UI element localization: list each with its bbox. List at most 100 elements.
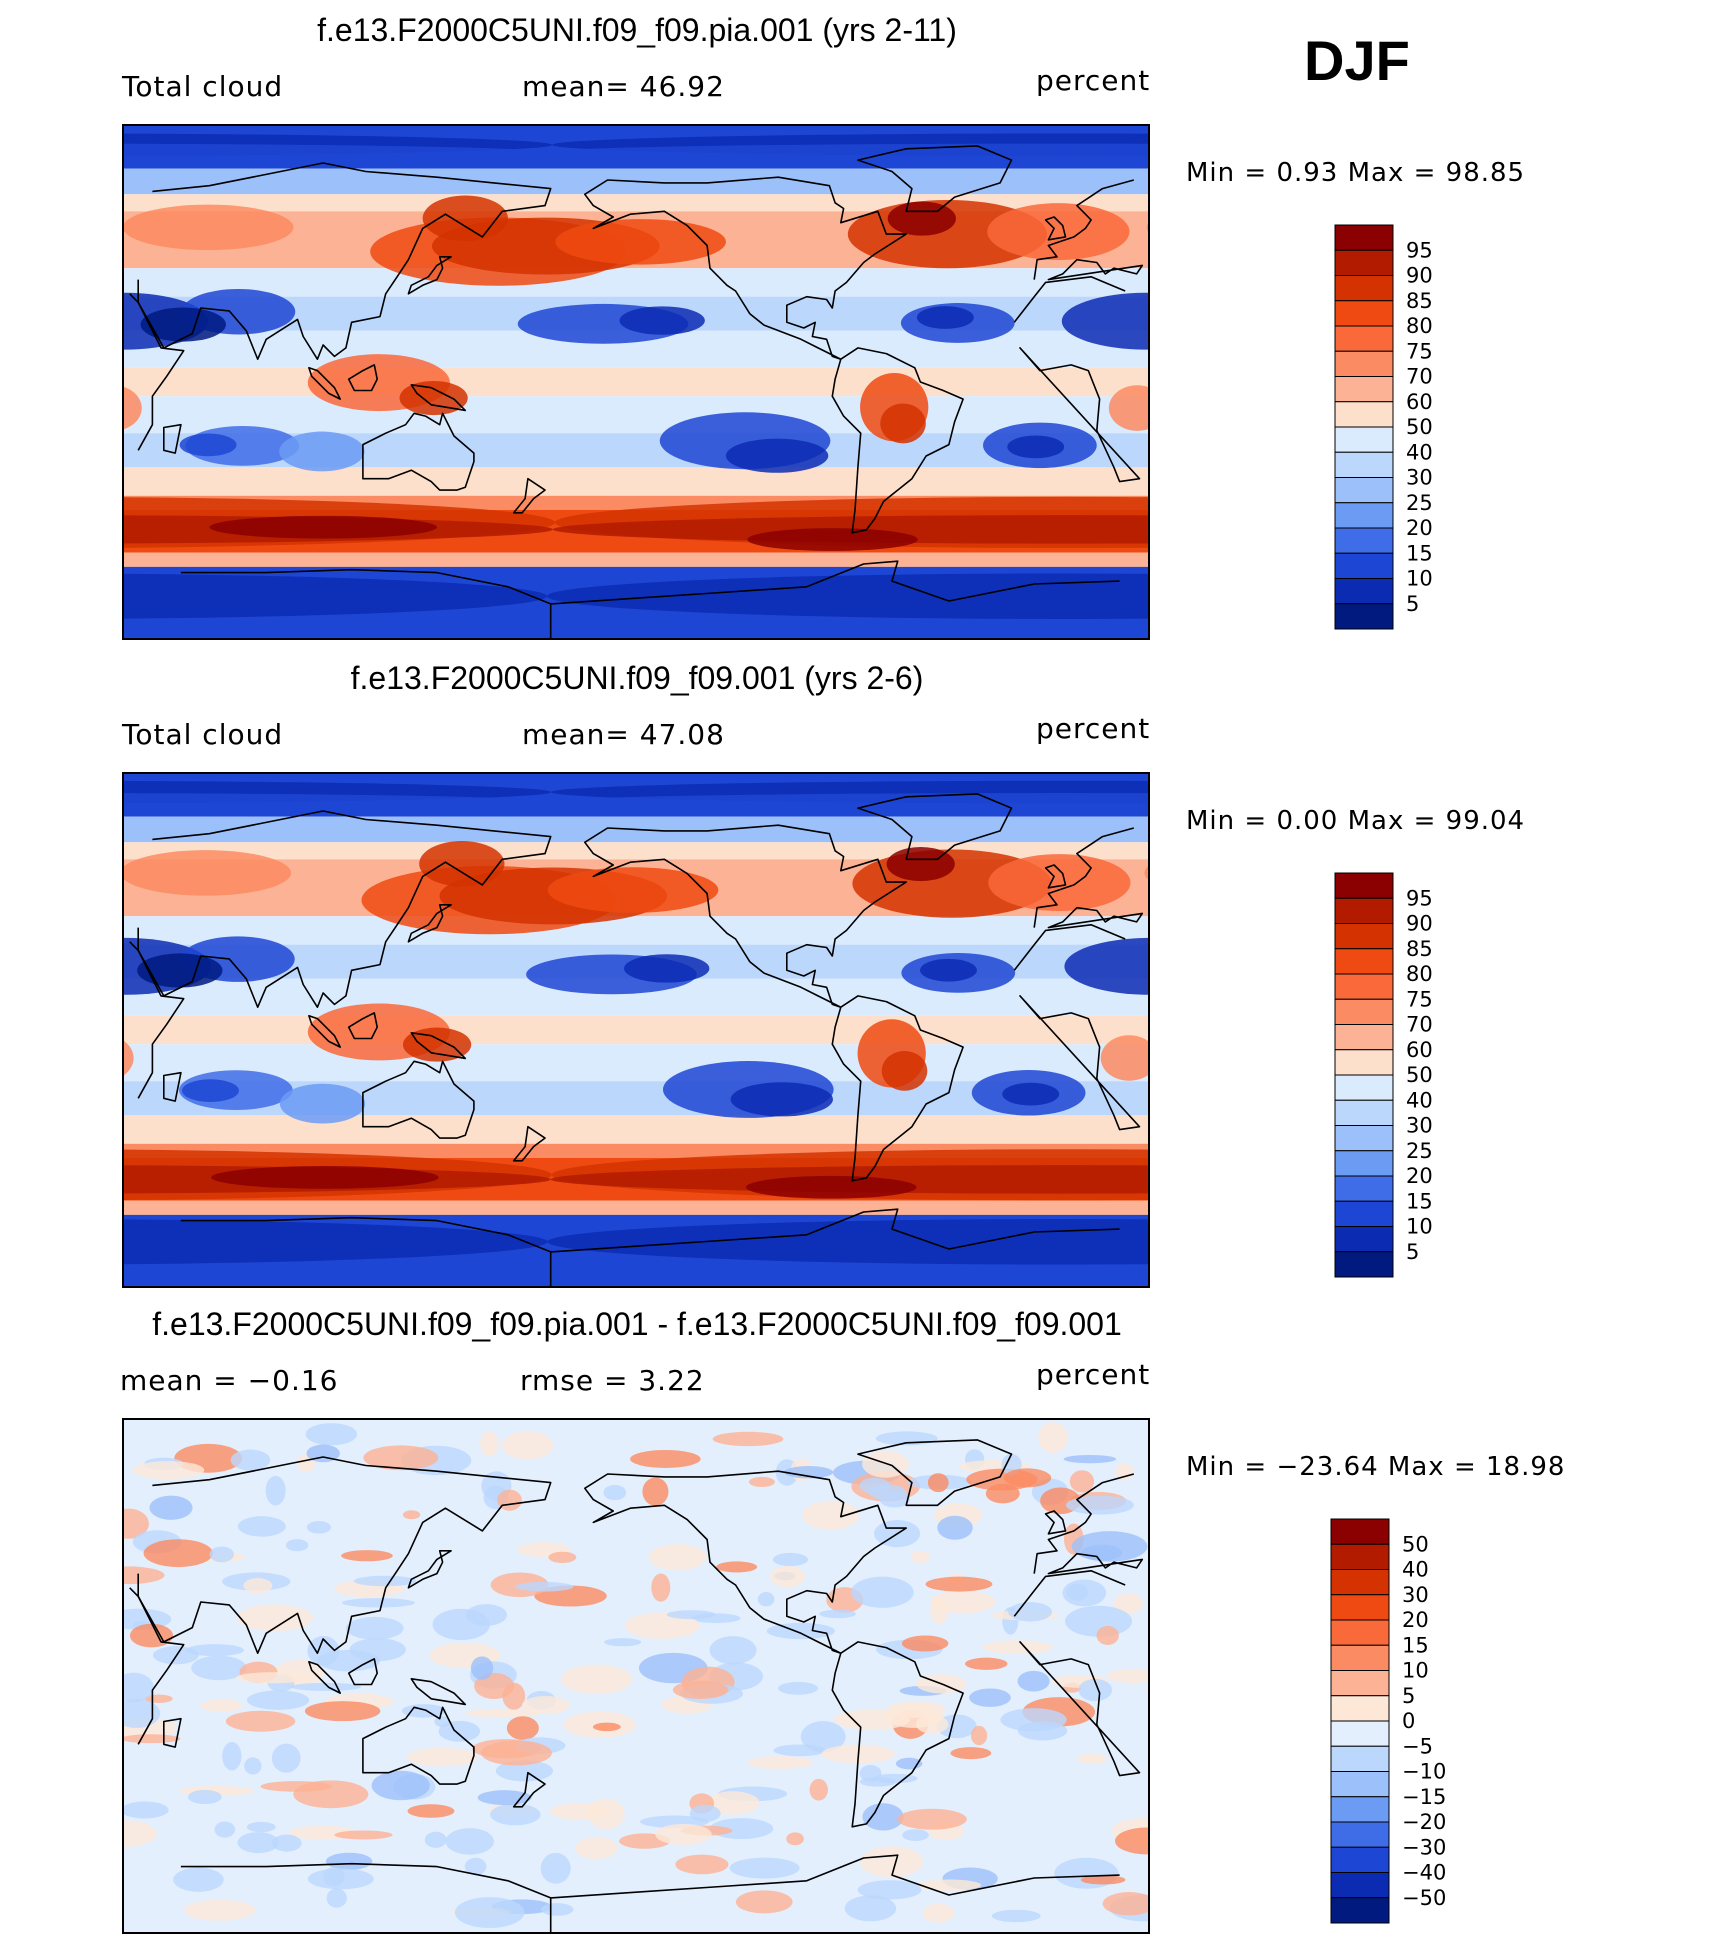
field-blob [991,1909,1041,1923]
colorbar-tick-label: 25 [1406,491,1433,515]
colorbar-tick-label: 50 [1406,415,1433,439]
field-blob [225,1710,296,1732]
field-blob [1064,937,1148,995]
colorbar-tick-label: 5 [1406,1240,1419,1264]
field-blob [1003,1468,1052,1488]
colorbar-swatch [1334,578,1394,605]
colorbar-swatch [1334,872,1394,899]
colorbar-tick-label: 90 [1406,264,1433,288]
field-blob [353,1575,417,1587]
field-blob [880,403,926,444]
field-blob [802,1500,859,1530]
colorbar-swatch [1334,1150,1394,1177]
field-blob [1062,1579,1107,1607]
field-blob [1146,223,1148,232]
field-blob [399,380,468,416]
panel-3-title: f.e13.F2000C5UNI.f09_f09.pia.001 - f.e13… [152,1306,1122,1342]
latitude-band [124,367,1148,397]
colorbar-swatch [1334,527,1394,554]
coastline-africa [129,1570,1141,1777]
field-blob [424,1831,447,1848]
field-blob [236,1672,312,1684]
colorbar-tick-label: 40 [1406,1088,1433,1112]
coastline-africa [129,276,1141,483]
colorbar-swatch [1334,1049,1394,1076]
field-layer [124,1420,1148,1932]
panel-3-field [124,1420,1148,1932]
field-blob [305,1423,358,1446]
field-blob [1002,1082,1060,1106]
field-blob [630,1449,701,1468]
field-blob [862,1803,904,1831]
field-blob [747,528,918,551]
field-blob [334,1830,393,1840]
coastline-australia [362,1706,475,1785]
colorbar-tick-label: −15 [1402,1785,1446,1809]
field-blob [183,1899,256,1921]
field-blob [129,1623,174,1648]
colorbar-tick-label: 40 [1406,440,1433,464]
colorbar-tick-label: 0 [1402,1709,1415,1733]
field-blob [1102,1892,1148,1916]
field-blob [860,1846,923,1878]
coastline-borneo [347,1658,378,1686]
field-blob [982,1640,1053,1654]
field-blob [916,1879,982,1891]
panel-3-rmse-label: rmse = 3.22 [520,1364,705,1397]
field-blob [271,1743,301,1773]
colorbar-tick-label: 85 [1406,289,1433,313]
field-blob [306,1444,340,1463]
coastline-namerica [584,824,907,1008]
panel-2-variable-label: Total cloud [122,718,284,751]
field-blob [604,1638,642,1647]
field-blob [432,1608,491,1641]
coastline-australia [362,1060,475,1139]
field-blob [124,1672,154,1703]
field-blob [716,1561,758,1573]
coastline-madagascar [163,1717,182,1748]
field-blob [1100,1035,1148,1081]
field-blob [407,1804,455,1818]
colorbar-swatch [1330,1796,1390,1823]
field-blob [173,1867,224,1892]
coastline-japan [407,1550,452,1589]
coastline-africa [129,924,1141,1131]
field-blob [809,1778,828,1801]
coastline-uk [1044,1510,1067,1535]
colorbar-tick-label: 15 [1406,541,1433,565]
colorbar-swatch [1334,998,1394,1025]
field-blob [470,1656,494,1680]
latitude-band [124,396,1148,434]
field-blob [902,1829,929,1841]
field-blob [547,143,1148,161]
colorbar-swatch [1334,275,1394,302]
field-blob [341,1550,393,1562]
field-blob [885,1705,943,1728]
panel-2-mean-label: mean= 47.08 [522,718,725,751]
field-blob [445,1828,494,1855]
field-blob [521,1695,570,1715]
colorbar-tick-label: −50 [1402,1886,1446,1910]
coastline-borneo [347,364,378,392]
field-blob [655,1823,712,1846]
field-blob [325,1852,373,1870]
coastline-eurasia [137,1456,1144,1654]
field-blob [930,1597,949,1625]
coastline-madagascar [163,423,182,454]
colorbar-tick-label: 15 [1406,1189,1433,1213]
field-blob [402,1027,472,1062]
field-blob [124,1734,181,1744]
field-blob [547,573,1148,619]
field-blob [214,1821,236,1838]
field-blob [651,1573,671,1602]
colorbar-tick-label: 95 [1406,886,1433,910]
field-blob [872,1773,918,1784]
field-blob [770,1565,806,1588]
coastline-namerica [584,1470,907,1654]
field-blob [306,1521,331,1534]
colorbar-swatch [1330,1543,1390,1570]
field-blob [778,1681,819,1695]
colorbar-swatch [1330,1644,1390,1671]
coastline-samerica [831,1641,964,1828]
field-blob [363,1445,439,1471]
